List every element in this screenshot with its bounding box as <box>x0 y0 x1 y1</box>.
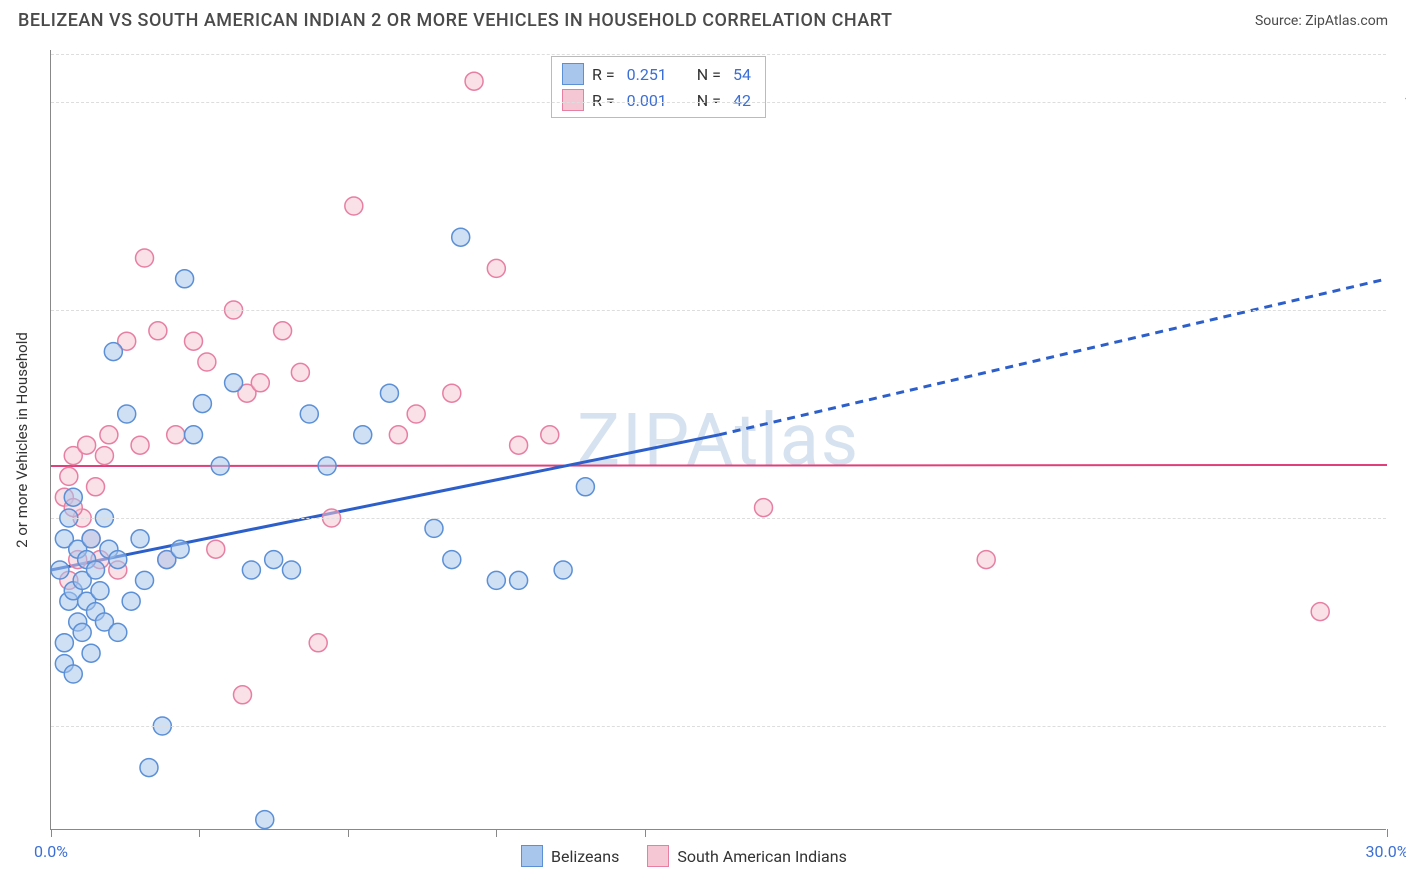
y-axis-label: 2 or more Vehicles in Household <box>13 332 31 548</box>
x-tick-label: 30.0% <box>1366 842 1406 861</box>
gridline <box>51 518 1386 519</box>
x-tick-label: 0.0% <box>34 842 68 861</box>
n-label: N = <box>697 65 721 84</box>
x-tick <box>199 829 200 837</box>
legend-top-row-1: R = 0.001 N = 42 <box>562 87 755 113</box>
legend-bottom-item-1: South American Indians <box>647 845 847 867</box>
scatter-svg <box>51 50 1387 830</box>
gridline <box>51 726 1386 727</box>
legend-label: South American Indians <box>677 847 847 866</box>
legend-label: Belizeans <box>551 847 619 866</box>
legend-swatch-pink <box>562 89 584 111</box>
chart-title: BELIZEAN VS SOUTH AMERICAN INDIAN 2 OR M… <box>18 10 892 31</box>
r-label: R = <box>592 91 615 110</box>
plot-area: ZIPAtlas R = 0.251 N = 54 R = 0.001 N = … <box>50 50 1386 830</box>
legend-bottom: Belizeans South American Indians <box>521 845 847 867</box>
r-value: 0.251 <box>627 65 667 84</box>
n-value: 54 <box>733 65 751 84</box>
n-label: N = <box>697 91 721 110</box>
legend-top-row-0: R = 0.251 N = 54 <box>562 61 755 87</box>
x-tick <box>51 829 52 837</box>
r-value: 0.001 <box>627 91 667 110</box>
legend-swatch-pink <box>647 845 669 867</box>
x-tick <box>348 829 349 837</box>
legend-swatch-blue <box>521 845 543 867</box>
legend-bottom-item-0: Belizeans <box>521 845 619 867</box>
source-label: Source: ZipAtlas.com <box>1255 13 1388 29</box>
header: BELIZEAN VS SOUTH AMERICAN INDIAN 2 OR M… <box>0 0 1406 37</box>
r-label: R = <box>592 65 615 84</box>
legend-top: R = 0.251 N = 54 R = 0.001 N = 42 <box>551 56 766 118</box>
chart-container: 2 or more Vehicles in Household ZIPAtlas… <box>50 50 1386 830</box>
gridline <box>51 102 1386 103</box>
x-tick <box>645 829 646 837</box>
x-tick <box>1387 829 1388 837</box>
n-value: 42 <box>733 91 751 110</box>
gridline <box>51 310 1386 311</box>
x-tick <box>496 829 497 837</box>
legend-swatch-blue <box>562 63 584 85</box>
